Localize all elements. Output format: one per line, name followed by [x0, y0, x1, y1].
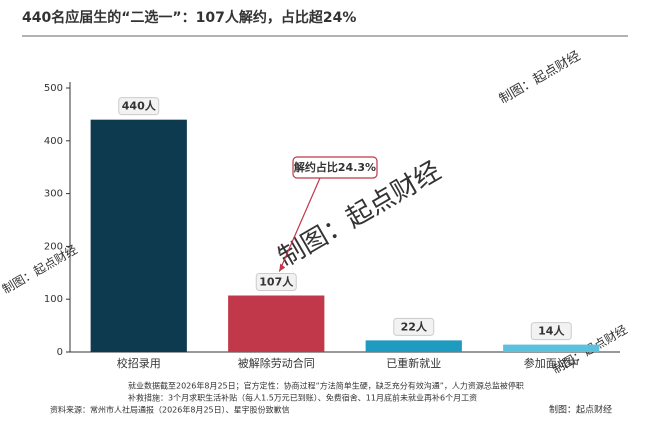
bar — [365, 340, 462, 352]
x-tick-label: 被解除劳动合同 — [238, 356, 315, 370]
value-label-box — [118, 97, 160, 116]
watermark: 制图：起点财经 — [497, 49, 583, 107]
bar — [503, 344, 600, 352]
source: 资料来源：常州市人社局通报（2026年8月25日）、星宇股份致歉信 — [50, 405, 290, 415]
y-tick-label: 100 — [44, 294, 63, 305]
annotation-arrow — [278, 177, 321, 272]
value-label: 107人 — [259, 275, 294, 289]
y-tick-label: 400 — [44, 136, 63, 147]
y-tick-label: 500 — [44, 83, 63, 94]
watermark: 制图：起点财经 — [0, 243, 80, 297]
annotation-box — [292, 156, 378, 179]
value-label: 14人 — [538, 324, 565, 338]
y-tick-label: 200 — [44, 241, 63, 252]
x-tick-label: 参加面试中 — [524, 356, 579, 370]
credit: 制图：起点财经 — [549, 404, 612, 416]
arrow-head — [279, 263, 286, 272]
note: 补救措施：3个月求职生活补贴（每人1.5万元已到账）、免费宿舍、11月底前未就业… — [128, 393, 477, 403]
y-tick-label: 300 — [44, 189, 63, 200]
value-label-box — [530, 322, 572, 341]
chart-title: 440名应届生的“二选一”：107人解约，占比超24% — [22, 9, 356, 26]
value-label: 22人 — [401, 319, 428, 333]
x-tick-label: 已重新就业 — [386, 356, 441, 370]
value-label-box — [255, 273, 297, 292]
x-tick-label: 校招录用 — [117, 356, 161, 370]
annotation: 解约占比24.3% — [294, 160, 376, 174]
value-label-box — [393, 317, 435, 336]
bar — [90, 119, 187, 353]
note: 就业数据截至2026年8月25日；官方定性：协商过程“方法简单生硬，缺乏充分有效… — [128, 381, 524, 391]
value-label: 440人 — [122, 99, 157, 113]
bar — [228, 295, 325, 352]
y-tick-label: 0 — [57, 347, 63, 358]
